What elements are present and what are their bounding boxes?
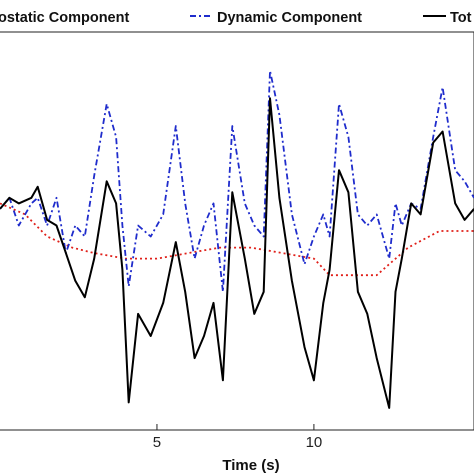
plot-frame [0, 31, 474, 431]
legend: ostatic Component Dynamic Component Tot [0, 10, 472, 26]
legend-label-hydrostatic: ostatic Component [0, 10, 129, 26]
x-axis-label: Time (s) [222, 457, 279, 474]
x-tick-label: 10 [306, 434, 323, 451]
series-line-hydrostatic [0, 202, 474, 277]
legend-label-total: Tot [450, 10, 472, 26]
legend-label-dynamic: Dynamic Component [217, 10, 362, 26]
x-axis: 5 10 [153, 424, 322, 451]
series-line-total [0, 97, 474, 409]
x-tick-label: 5 [153, 434, 161, 451]
series-line-dynamic [0, 69, 474, 293]
series-layer [0, 69, 474, 409]
